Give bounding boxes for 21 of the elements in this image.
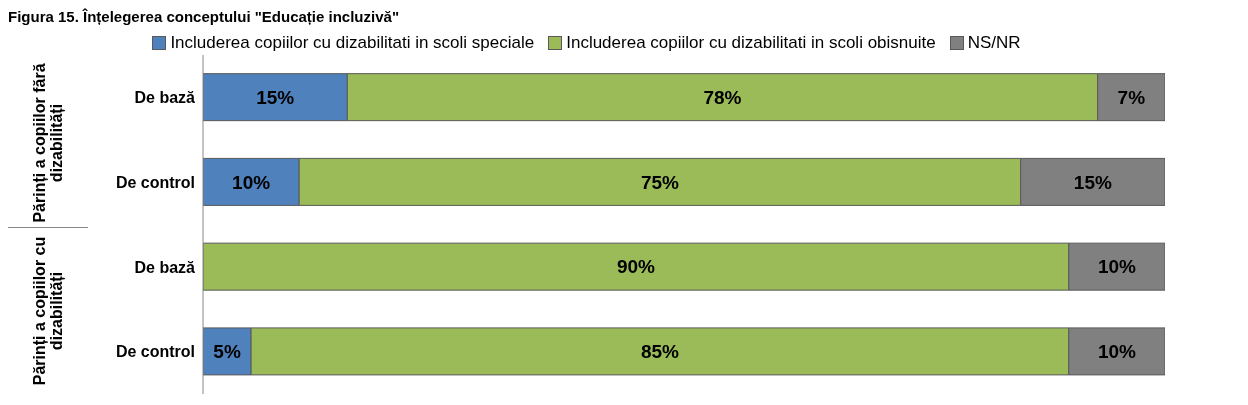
text: Părinți a copiilor fără dizabilități: [30, 62, 66, 225]
data-label: 5%: [213, 341, 241, 363]
data-label: 85%: [640, 341, 680, 363]
legend-label: Includerea copiilor cu dizabilitati in scoli speciale: [169, 33, 535, 53]
data-label: 10%: [1097, 256, 1137, 278]
data-label: 15%: [1073, 171, 1112, 193]
data-label: 15%: [256, 86, 295, 108]
chart-title: Figura 15. Înțelegerea conceptului "Educație incluzivă": [8, 8, 400, 26]
legend-label: NS/NR: [966, 33, 1021, 53]
text: Părinți a copiilor cu dizabilități: [8, 227, 88, 395]
data-label: 10%: [232, 171, 271, 193]
y-tick-label: De bază: [134, 258, 196, 276]
data-label: 75%: [640, 171, 680, 193]
y-tick-label: De control: [115, 173, 195, 191]
data-label: 78%: [703, 86, 742, 108]
data-label: 90%: [616, 256, 656, 278]
y-tick-label: De bază: [134, 89, 196, 107]
data-label: 10%: [1097, 341, 1137, 363]
legend-label: Includerea copiilor cu dizabilitati in scoli obisnuite: [565, 33, 936, 53]
y-tick-label: De control: [115, 343, 195, 361]
data-label: 7%: [1117, 86, 1146, 108]
